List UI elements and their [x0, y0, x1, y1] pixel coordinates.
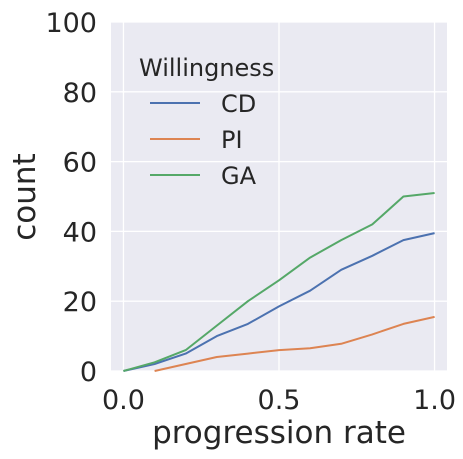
y-tick-label: 0	[80, 357, 97, 388]
legend-title: Willingness	[139, 54, 274, 82]
x-axis-label: progression rate	[152, 415, 406, 451]
series-lines	[123, 192, 435, 372]
series-line-cd	[123, 232, 435, 372]
x-tick-label: 0.5	[258, 385, 301, 416]
y-tick-label: 60	[63, 148, 97, 179]
legend-label-cd: CD	[221, 90, 256, 118]
x-tick-label: 0.0	[102, 385, 145, 416]
series-line-ga	[123, 192, 435, 372]
grid	[111, 21, 447, 372]
y-tick-labels: 0 20 40 60 80 100	[45, 8, 97, 388]
series-line-pi	[154, 315, 435, 372]
y-axis-label: count	[7, 153, 43, 240]
legend-label-ga: GA	[221, 162, 257, 190]
x-tick-label: 1.0	[413, 385, 456, 416]
legend: Willingness CD PI GA	[139, 54, 274, 190]
legend-label-pi: PI	[221, 126, 243, 154]
y-tick-label: 20	[63, 287, 97, 318]
x-tick-labels: 0.0 0.5 1.0	[102, 385, 456, 416]
y-tick-label: 80	[63, 78, 97, 109]
y-tick-label: 100	[45, 8, 97, 39]
y-tick-label: 40	[63, 217, 97, 248]
